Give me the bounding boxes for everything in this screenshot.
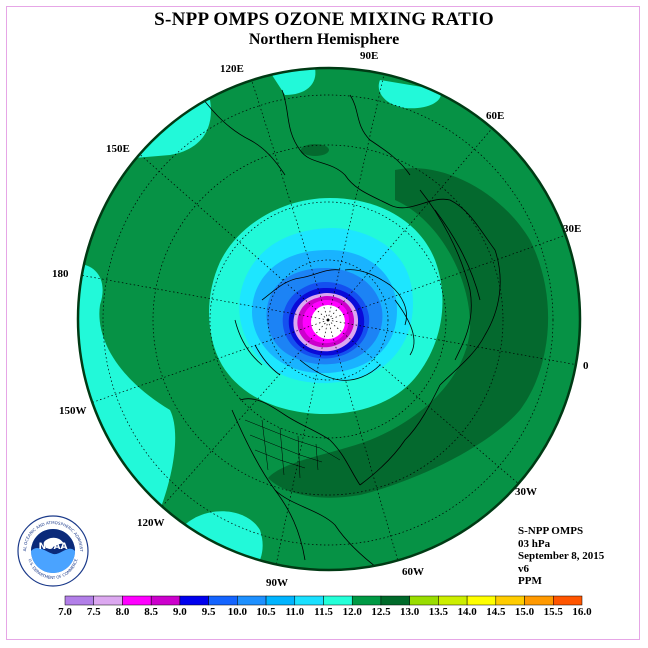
info-level: 03 hPa <box>518 537 551 550</box>
lon-label-90w: 90W <box>266 577 288 589</box>
lat-lon-grid <box>79 69 579 570</box>
info-version: v6 <box>518 562 529 575</box>
colorbar-tick-label: 11.5 <box>314 606 333 618</box>
colorbar-swatch <box>93 595 123 606</box>
lon-label-30w: 30W <box>515 486 537 498</box>
colorbar <box>64 595 583 606</box>
lon-label-0: 0 <box>583 360 589 372</box>
lon-label-150w: 150W <box>59 405 87 417</box>
colorbar-swatch <box>150 595 181 606</box>
colorbar-swatch <box>323 595 353 606</box>
page-title: S-NPP OMPS OZONE MIXING RATIO <box>154 9 494 30</box>
dark-green-region <box>268 168 549 498</box>
noaa-logo-text: NOAA <box>39 542 68 552</box>
colorbar-swatch <box>122 595 152 606</box>
colorbar-swatch <box>495 595 525 606</box>
colorbar-tick-label: 14.0 <box>457 606 477 618</box>
lon-label-60e: 60E <box>486 110 505 122</box>
lon-label-60w: 60W <box>402 566 424 578</box>
page-subtitle: Northern Hemisphere <box>248 31 400 48</box>
colorbar-swatch <box>380 595 410 606</box>
map-border <box>76 66 582 572</box>
aqua-region-top <box>270 68 316 95</box>
colorbar-tick-label: 13.5 <box>428 606 448 618</box>
colorbar-tick-label: 15.0 <box>514 606 535 618</box>
colorbar-swatch <box>237 595 267 606</box>
colorbar-swatch <box>64 595 94 606</box>
state-borders <box>244 419 341 479</box>
info-block: S-NPP OMPS 03 hPa September 8, 2015 v6 P… <box>518 525 604 588</box>
colorbar-tick-label: 9.5 <box>201 606 216 618</box>
info-instrument: S-NPP OMPS <box>518 525 584 537</box>
colorbar-tick-label: 12.0 <box>342 606 362 618</box>
figure-frame <box>6 6 640 640</box>
colorbar-swatch <box>409 595 439 606</box>
colorbar-tick-label: 8.0 <box>115 606 130 618</box>
colorbar-swatch <box>265 595 296 606</box>
info-date: September 8, 2015 <box>518 550 605 563</box>
lon-label-120w: 120W <box>137 517 165 529</box>
colorbar-tick-label: 11.0 <box>285 606 305 618</box>
colorbar-tick-label: 7.5 <box>86 606 101 618</box>
colorbar-swatch <box>438 595 468 606</box>
colorbar-swatch <box>294 595 324 606</box>
colorbar-tick-label: 15.5 <box>543 606 563 618</box>
info-units: PPM <box>518 575 542 588</box>
noaa-logo: NOAA NATIONAL OCEANIC AND ATMOSPHERIC AD… <box>16 514 89 587</box>
lon-label-30e: 30E <box>563 223 582 235</box>
colorbar-swatch <box>524 595 554 606</box>
colorbar-tick-label: 10.0 <box>227 606 247 618</box>
colorbar-tick-label: 8.5 <box>144 606 159 618</box>
colorbar-tick-label: 13.0 <box>400 606 420 618</box>
colorbar-swatch <box>208 595 238 606</box>
colorbar-tick-label: 7.0 <box>58 606 72 618</box>
lon-label-150e: 150E <box>106 143 130 155</box>
lon-label-180: 180 <box>52 268 69 280</box>
colorbar-swatch <box>553 595 583 606</box>
aqua-region-bottom-left <box>180 511 263 570</box>
coastlines <box>199 89 501 570</box>
pole-region <box>311 305 345 339</box>
lon-label-90e: 90E <box>360 50 379 62</box>
colorbar-tick-label: 10.5 <box>256 606 276 618</box>
colorbar-tick-label: 16.0 <box>572 606 592 618</box>
colorbar-swatch <box>466 595 497 606</box>
aqua-region-top-right <box>378 80 441 109</box>
colorbar-swatch <box>179 595 209 606</box>
colorbar-swatch <box>351 595 382 606</box>
lon-label-120e: 120E <box>220 63 244 75</box>
colorbar-tick-label: 12.5 <box>371 606 391 618</box>
dark-green-spot <box>301 144 329 156</box>
colorbar-tick-label: 14.5 <box>486 606 506 618</box>
colorbar-tick-label: 9.0 <box>173 606 187 618</box>
